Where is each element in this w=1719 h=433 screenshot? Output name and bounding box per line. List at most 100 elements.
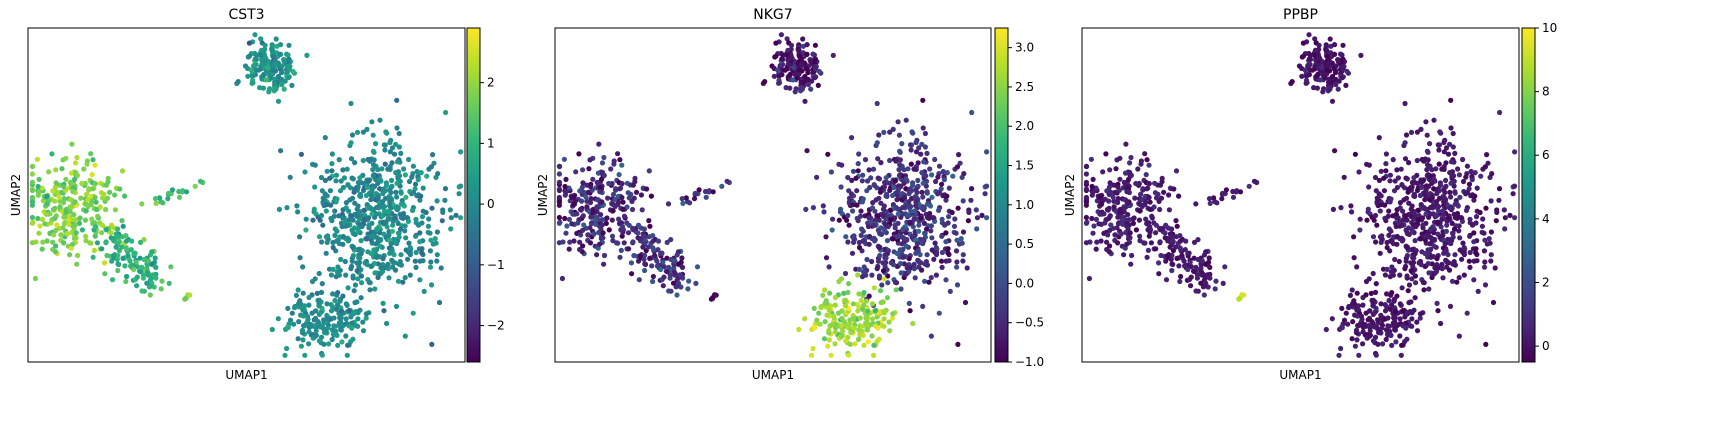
data-point (1381, 188, 1387, 194)
data-point (912, 275, 918, 281)
data-point (303, 227, 309, 233)
data-point (921, 205, 927, 211)
data-point (1369, 319, 1375, 325)
data-point (166, 190, 172, 196)
data-point (1326, 79, 1332, 85)
data-point (1156, 271, 1162, 277)
data-point (1366, 184, 1372, 190)
data-point (599, 199, 605, 205)
data-point (642, 252, 648, 259)
data-point (979, 212, 985, 218)
data-point (1449, 230, 1456, 236)
data-point (691, 196, 698, 202)
data-point (1102, 220, 1108, 226)
data-point (90, 254, 96, 260)
data-point (686, 278, 692, 284)
colorbar-tick-label: 1 (487, 136, 495, 150)
data-point (1441, 149, 1447, 155)
data-point (594, 204, 600, 210)
data-point (624, 204, 630, 210)
data-point (629, 271, 635, 277)
data-point (328, 308, 335, 314)
data-point (458, 215, 464, 221)
data-point (601, 154, 607, 161)
data-point (1437, 182, 1444, 188)
data-point (879, 282, 885, 288)
data-point (103, 239, 109, 245)
data-point (605, 195, 611, 201)
data-point (855, 218, 861, 224)
data-point (1493, 218, 1499, 224)
data-point (617, 186, 623, 192)
data-point (272, 79, 278, 85)
data-point (629, 206, 636, 213)
data-point (40, 239, 46, 245)
data-point (360, 157, 366, 164)
data-point (1110, 194, 1116, 200)
data-point (853, 175, 859, 181)
data-point (125, 253, 131, 259)
data-point (42, 221, 48, 227)
data-point (320, 195, 326, 201)
data-point (35, 183, 41, 190)
data-point (1403, 132, 1410, 138)
data-point (612, 197, 618, 203)
data-point (1329, 316, 1335, 322)
data-point (964, 265, 970, 271)
data-point (1496, 186, 1503, 192)
data-point (1310, 67, 1316, 73)
data-point (115, 252, 121, 259)
data-point (1105, 232, 1111, 238)
data-point (99, 195, 106, 201)
data-point (821, 209, 827, 215)
data-point (392, 267, 399, 273)
data-point (434, 252, 440, 258)
data-point (1381, 175, 1387, 181)
data-point (158, 286, 164, 292)
data-point (405, 256, 411, 262)
data-point (252, 32, 258, 38)
data-point (349, 175, 355, 181)
data-point (943, 277, 949, 283)
data-point (374, 254, 380, 260)
data-point (393, 303, 400, 309)
data-point (594, 252, 600, 258)
data-point (1417, 192, 1423, 199)
data-point (834, 323, 840, 329)
data-point (626, 195, 632, 201)
data-point (312, 333, 318, 339)
data-point (846, 352, 852, 358)
colorbar-tick-label: −0.5 (1015, 316, 1044, 330)
data-point (660, 283, 666, 289)
data-point (1382, 272, 1388, 278)
data-point (70, 189, 76, 195)
data-point (367, 158, 373, 164)
data-point (329, 336, 335, 343)
data-point (1417, 315, 1423, 321)
data-point (920, 97, 926, 103)
data-point (923, 173, 929, 179)
data-point (1438, 320, 1444, 327)
data-point (329, 218, 335, 224)
data-point (888, 216, 894, 223)
data-point (862, 157, 869, 163)
data-point (1142, 240, 1148, 246)
data-point (386, 232, 392, 238)
data-point (380, 199, 386, 205)
data-point (866, 241, 872, 247)
data-point (370, 167, 376, 173)
data-point (635, 235, 641, 241)
data-point (878, 186, 884, 192)
data-point (621, 240, 627, 246)
data-point (1409, 179, 1415, 186)
data-point (876, 132, 882, 138)
data-point (57, 198, 63, 204)
data-point (599, 160, 606, 166)
data-point (352, 282, 359, 288)
data-point (856, 327, 862, 333)
data-point (385, 216, 391, 222)
data-point (1219, 196, 1225, 202)
data-point (289, 82, 295, 88)
data-point (921, 159, 927, 165)
data-point (398, 189, 404, 195)
